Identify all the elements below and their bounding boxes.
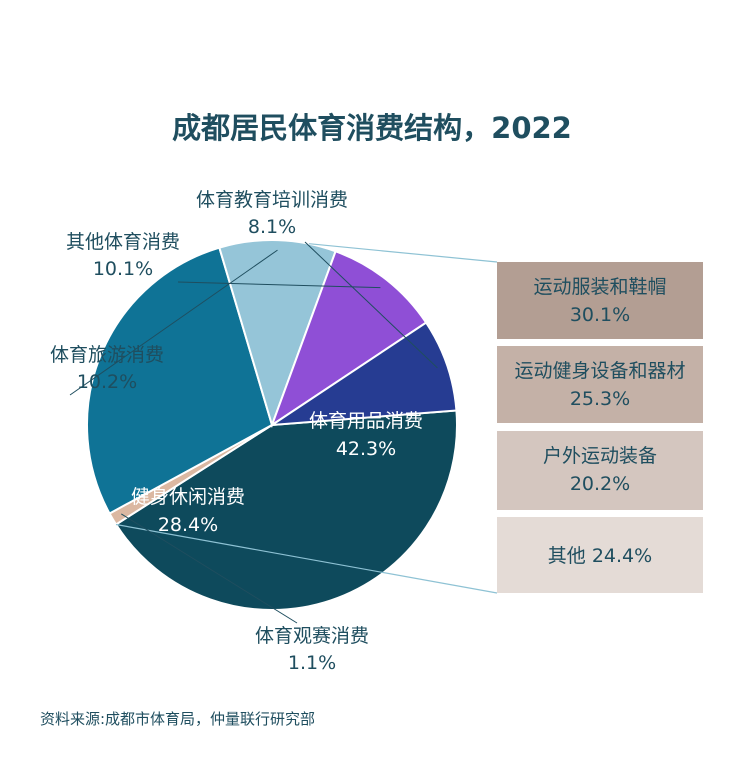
pie-slice — [268, 321, 458, 427]
breakdown-value: 20.2% — [570, 473, 630, 495]
slice-label: 健身休闲消费 — [131, 486, 245, 508]
breakdown-label: 运动健身设备和器材 — [514, 360, 685, 382]
slice-label: 体育旅游消费 — [50, 344, 164, 366]
slice-value: 10.2% — [77, 371, 137, 393]
breakdown-box — [497, 262, 703, 339]
pie-slice — [86, 246, 274, 515]
leader-line — [69, 249, 278, 396]
slice-value: 1.1% — [288, 652, 336, 674]
source-note: 资料来源:成都市体育局，仲量联行研究部 — [40, 710, 315, 728]
breakdown-box — [497, 346, 703, 423]
slice-label: 体育用品消费 — [309, 410, 423, 432]
slice-label: 体育教育培训消费 — [196, 189, 348, 211]
breakdown-box — [497, 431, 703, 510]
pie-slice — [114, 409, 458, 611]
breakdown-box — [497, 517, 703, 593]
slice-value: 42.3% — [336, 438, 396, 460]
leader-line — [121, 513, 298, 624]
pie-slice — [218, 239, 337, 429]
pie-slice — [270, 249, 428, 428]
chart-title: 成都居民体育消费结构，2022 — [172, 111, 572, 145]
connector-line — [115, 523, 498, 594]
breakdown-value: 25.3% — [570, 388, 630, 410]
slice-label: 体育观赛消费 — [255, 625, 369, 647]
breakdown-label: 运动服装和鞋帽 — [533, 276, 666, 298]
leader-line — [304, 241, 438, 369]
slice-value: 10.1% — [93, 258, 153, 280]
leader-line — [177, 281, 381, 289]
slice-value: 8.1% — [248, 216, 296, 238]
slice-label: 其他体育消费 — [66, 231, 180, 253]
connector-line — [308, 243, 498, 263]
breakdown-value: 30.1% — [570, 304, 630, 326]
breakdown-label: 户外运动装备 — [543, 445, 657, 467]
slice-value: 28.4% — [158, 514, 218, 536]
breakdown-label: 其他 24.4% — [548, 545, 652, 567]
